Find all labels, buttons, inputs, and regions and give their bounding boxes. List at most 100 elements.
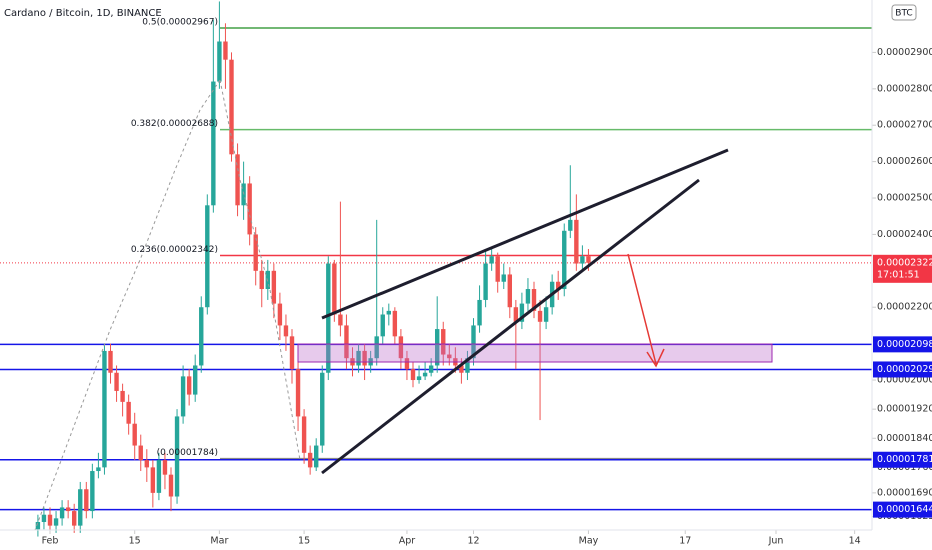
x-tick-label: 12 [467,536,479,547]
currency-badge[interactable] [891,4,917,21]
candle-body [447,354,452,359]
candle-body [35,521,41,530]
x-tick-label: 17 [679,536,691,547]
candle-body [374,336,379,359]
candle-body [562,230,567,290]
candle-body [301,416,307,453]
fib-label: 0.236(0.00002342) [131,245,218,255]
y-tick-label: 0.00002400 [877,229,932,240]
candle-body [217,41,222,82]
upper-trendline [321,148,729,320]
price-tag [873,501,932,518]
candle-body [416,376,422,381]
price-tag-label: 0.00001781 [877,454,932,465]
candle-body [126,401,131,424]
x-tick-label: Feb [42,536,59,547]
x-tick-label: Mar [210,536,228,547]
fib-trend-line [34,79,221,531]
x-tick-label: May [579,536,599,547]
candle-body [459,365,464,373]
candle-body [205,205,210,308]
y-tick-label: 0.00002600 [877,156,932,167]
candle-body [483,263,488,300]
zone-rectangle [297,343,773,363]
candle-body [356,350,361,366]
price-tag [873,254,932,283]
y-tick-label: 0.00001690 [877,487,932,498]
candle-body [72,511,77,526]
candle-body [380,314,385,337]
candle-body [84,489,89,512]
candle-body [235,154,240,206]
candle-body [168,474,174,497]
y-tick-label: 0.00002700 [877,120,932,131]
price-tag-label: 0.00001644 [877,504,932,515]
candle-body [507,274,512,308]
y-tick-label: 0.00001840 [877,433,932,444]
candle-body [404,358,410,370]
drawings [34,79,773,531]
candle-body [386,310,391,315]
price-tag [873,336,932,353]
candle-body [513,307,519,322]
candle-body [344,325,349,359]
fib-trend-line [219,79,301,461]
candle-body [265,270,270,290]
candle-body [174,416,180,497]
y-tick-label: 0.00001920 [877,404,932,415]
candle-body [144,460,149,468]
y-tick-label: 0.00002500 [877,193,932,204]
price-tag [873,361,932,378]
y-tick-label: 0.00002900 [877,47,932,58]
countdown-label: 17:01:51 [877,269,920,280]
x-tick-label: Jun [768,536,784,547]
fib-label: 0.382(0.00002688) [131,119,218,129]
candle-body [537,310,543,322]
candle-body [138,445,143,461]
candle-body [543,307,549,322]
y-tick-label: 0.00002000 [877,375,932,386]
candle-body [320,372,325,446]
candle-body [307,452,313,468]
fib-label: 0.5(0.00002967) [142,18,218,28]
price-tag-label: 0.00002029 [877,364,932,375]
x-tick-label: 14 [849,536,861,547]
candle-body [410,369,416,381]
candle-body [326,263,331,373]
candle-body [47,514,53,526]
candle-body [186,376,192,395]
candle-body [150,467,156,493]
arrow-head [646,348,665,368]
candle-body [338,314,343,326]
candle-body [96,467,101,472]
candle-body [59,507,65,519]
candle-body [247,183,252,235]
candle-body [392,310,398,337]
price-tag-label: 0.00002322 [877,257,932,268]
candle-body [465,358,470,373]
candle-body [156,460,162,493]
candle-body [314,445,319,468]
candle-body [283,325,289,337]
candle-body [471,325,476,359]
candle-body [362,350,367,366]
fib-label: (0.00001784) [157,448,218,458]
candle-body [90,471,95,512]
candle-body [398,336,404,359]
candle-body [489,256,494,264]
candle-body [441,329,446,355]
candle-body [332,263,337,315]
candle-body [132,423,137,446]
candle-body [556,281,561,290]
price-tag-label: 0.00002098 [877,339,932,350]
candle-body [477,299,482,326]
candle-body [180,376,186,417]
candle-body [65,507,71,512]
candle-body [108,350,113,373]
candle-body [229,59,234,155]
candle-body [428,365,434,373]
x-tick-label: Apr [399,536,416,547]
candle-body [277,303,283,326]
candle-body [580,256,585,264]
